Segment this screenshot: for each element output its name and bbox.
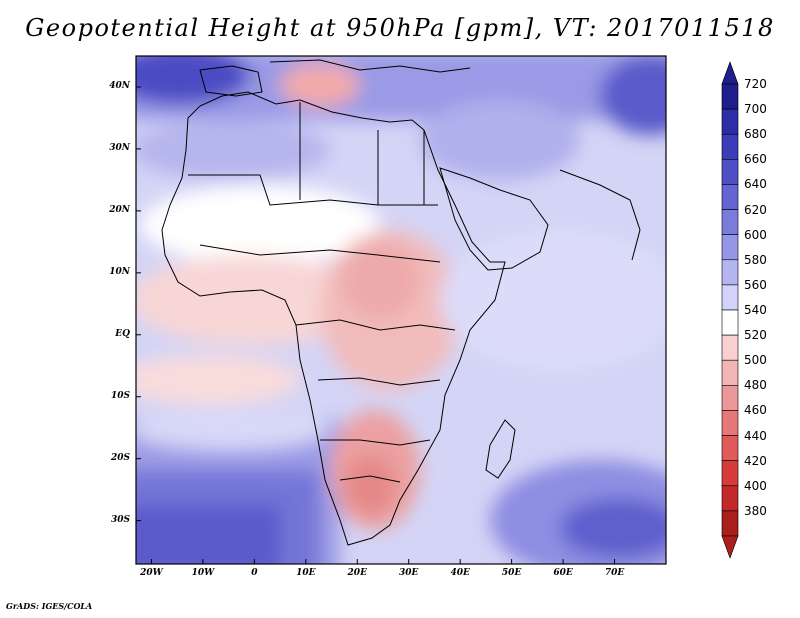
axis-ticks (136, 86, 616, 564)
lat-tick-label: 20N (109, 204, 130, 215)
lat-tick-label: 20S (110, 452, 130, 463)
colorbar-segment (721, 133, 739, 160)
lat-tick-label: 30N (109, 142, 130, 153)
plot-frame (135, 55, 667, 565)
colorbar (721, 61, 739, 559)
credit-text: GrADS: IGES/COLA (6, 601, 93, 611)
lon-tick-label: 70E (604, 568, 625, 578)
lon-tick-label: 60E (553, 568, 573, 578)
colorbar-segment (721, 184, 739, 210)
lon-tick-label: 40E (450, 568, 470, 578)
colorbar-level-label: 560 (744, 277, 767, 292)
colorbar-segment (721, 510, 739, 537)
colorbar-segment (721, 359, 739, 386)
colorbar-segment (721, 334, 739, 361)
lon-tick-label: 0 (251, 568, 258, 578)
lon-tick-label: 30E (399, 568, 419, 578)
lat-tick-label: EQ (115, 328, 130, 339)
colorbar-segment (721, 385, 739, 411)
colorbar-segment (721, 159, 739, 185)
colorbar-level-label: 460 (744, 403, 767, 418)
colorbar-level-label: 540 (744, 303, 767, 317)
map-title: Geopotential Height at 950hPa [gpm], VT:… (25, 14, 775, 42)
lat-tick-label: 40N (109, 80, 130, 91)
colorbar-segment (721, 83, 739, 110)
colorbar-segment (721, 284, 739, 311)
lon-tick-label: 20E (347, 568, 367, 578)
colorbar-segment (721, 460, 739, 487)
colorbar-level-label: 620 (744, 202, 767, 217)
colorbar-level-label: 680 (744, 127, 767, 142)
colorbar-segment (721, 309, 739, 336)
coastlines (161, 59, 641, 546)
colorbar-level-label: 700 (744, 102, 767, 117)
lon-tick-label: 10E (296, 568, 316, 578)
lat-tick-label: 10N (109, 266, 130, 277)
colorbar-segment (721, 234, 739, 261)
colorbar-segment (721, 485, 739, 512)
colorbar-level-label: 640 (744, 177, 767, 192)
colorbar-level-label: 520 (744, 328, 767, 343)
colorbar-level-label: 400 (744, 478, 767, 493)
colorbar-level-label: 480 (744, 378, 767, 393)
colorbar-level-label: 720 (744, 77, 767, 91)
lat-tick-label: 30S (110, 514, 130, 525)
lon-tick-label: 10W (191, 568, 215, 578)
colorbar-max-arrow (721, 61, 739, 85)
colorbar-level-label: 380 (744, 503, 767, 518)
colorbar-level-label: 440 (744, 428, 767, 443)
lon-tick-label: 50E (501, 568, 522, 578)
colorbar-level-label: 500 (744, 353, 767, 368)
colorbar-level-label: 660 (744, 152, 767, 167)
lat-tick-label: 10S (110, 390, 130, 401)
colorbar-segment (721, 108, 739, 135)
colorbar-min-arrow (721, 535, 739, 559)
height-field (136, 56, 666, 564)
colorbar-level-label: 420 (744, 453, 767, 468)
colorbar-segment (721, 209, 739, 235)
colorbar-segment (721, 259, 739, 286)
lon-tick-label: 20W (140, 568, 163, 578)
colorbar-segment (721, 435, 739, 461)
colorbar-level-label: 600 (744, 227, 767, 242)
colorbar-segment (721, 410, 739, 436)
colorbar-level-label: 580 (744, 252, 767, 267)
